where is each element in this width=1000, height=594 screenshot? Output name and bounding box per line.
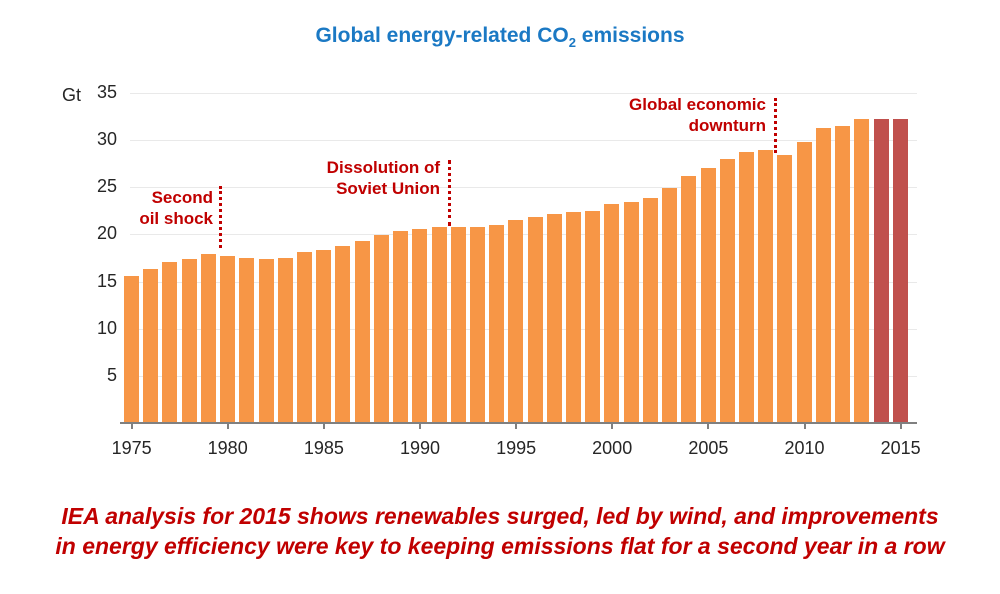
bar-1983 [277, 257, 293, 423]
bar-2007 [739, 151, 754, 423]
bar-1978 [181, 259, 197, 423]
bars-container [124, 83, 908, 423]
bar-1995 [508, 219, 524, 423]
x-axis-tick-label-1985: 1985 [303, 438, 344, 458]
y-axis-tick-label-25: 25 [96, 176, 117, 197]
bar-1986 [335, 246, 351, 423]
x-axis-line [120, 422, 917, 424]
y-axis-tick-label-30: 30 [96, 128, 117, 149]
caption: IEA analysis for 2015 shows renewables s… [0, 501, 1000, 561]
bar-1994 [489, 225, 505, 423]
bar-2003 [662, 187, 678, 423]
annotation-second-oil-shock: Second oil shock [88, 187, 213, 229]
x-axis-tick-label-2015: 2015 [880, 438, 921, 458]
annotation-second-oil-shock-line1: Second [151, 188, 213, 207]
bar-2013 [854, 119, 870, 423]
bar-1990 [412, 229, 428, 423]
caption-line-1: IEA analysis for 2015 shows renewables s… [61, 503, 939, 529]
y-axis-tick-label-15: 15 [96, 270, 117, 291]
x-axis-tick-2005 [707, 424, 710, 429]
annotation-economic-downturn-line2: downturn [688, 116, 766, 135]
gridline-20 [130, 234, 917, 236]
gridline-35 [130, 92, 917, 94]
bar-2009 [777, 155, 793, 423]
gridline-30 [130, 139, 917, 141]
bar-1985 [316, 249, 332, 423]
bar-1989 [393, 231, 409, 423]
x-axis-tick-2010 [803, 424, 806, 429]
y-axis-tick-label-5: 5 [106, 365, 117, 386]
annotation-economic-downturn-line1: Global economic [629, 95, 766, 114]
chart-title: Global energy-related CO2 emissions [0, 24, 1000, 50]
x-axis-tick-1990 [419, 424, 421, 429]
x-axis-tick-label-2010: 2010 [784, 438, 825, 458]
gridline-5 [130, 376, 917, 378]
bar-2012 [835, 126, 851, 423]
x-axis-tick-label-2005: 2005 [688, 438, 729, 458]
bar-1984 [296, 251, 312, 423]
x-axis-tick-2000 [611, 424, 614, 429]
chart-title-suffix: emissions [575, 24, 685, 47]
bar-2008 [758, 149, 774, 423]
x-axis-tick-1975 [130, 424, 133, 429]
bar-2004 [681, 176, 697, 423]
y-axis-tick-label-20: 20 [96, 223, 117, 244]
gridline-10 [130, 328, 917, 330]
gridline-25 [130, 187, 917, 189]
bar-2010 [796, 142, 812, 423]
x-axis-tick-1995 [515, 424, 518, 429]
bar-1991 [431, 227, 447, 423]
caption-line-2: in energy efficiency were key to keeping… [55, 533, 945, 559]
annotation-soviet-union: Dissolution of Soviet Union [270, 157, 440, 199]
x-axis-tick-label-2000: 2000 [592, 438, 633, 458]
bar-1976 [143, 268, 159, 423]
annotation-soviet-union-line2: Soviet Union [336, 179, 440, 198]
bar-1975 [124, 276, 139, 423]
y-axis-tick-label-10: 10 [96, 317, 117, 338]
chart-title-prefix: Global energy-related CO [315, 24, 569, 47]
bar-1997 [546, 214, 562, 423]
bar-1981 [239, 257, 255, 423]
annotation-second-oil-shock-dotted-line [219, 186, 222, 248]
bar-2002 [642, 197, 658, 423]
bar-1979 [200, 253, 216, 423]
bar-2015 [892, 118, 908, 423]
x-axis-tick-label-1980: 1980 [207, 438, 248, 458]
gridline-15 [130, 281, 917, 283]
bar-1999 [585, 211, 601, 423]
x-axis-tick-1985 [322, 424, 325, 429]
x-axis-tick-1980 [226, 424, 229, 429]
bar-1988 [373, 234, 389, 423]
bar-1977 [162, 262, 178, 423]
bar-2000 [604, 203, 620, 423]
bar-1980 [220, 255, 236, 423]
bar-2001 [623, 201, 639, 423]
annotation-second-oil-shock-line2: oil shock [139, 209, 213, 228]
bar-1987 [354, 240, 370, 423]
x-axis-tick-label-1975: 1975 [111, 438, 152, 458]
x-axis-tick-label-1995: 1995 [496, 438, 537, 458]
annotation-economic-downturn: Global economic downturn [576, 94, 766, 136]
bar-2011 [815, 127, 831, 423]
bar-1998 [566, 212, 582, 423]
annotation-economic-downturn-dotted-line [774, 98, 777, 153]
bar-1992 [450, 227, 466, 423]
y-axis-unit-label: Gt [62, 85, 82, 105]
x-axis-tick-2015 [899, 424, 902, 429]
annotation-soviet-union-line1: Dissolution of [326, 158, 440, 177]
x-axis-tick-label-1990: 1990 [399, 438, 441, 458]
bar-2006 [719, 159, 735, 423]
bar-2014 [873, 118, 889, 423]
annotation-soviet-union-dotted-line [448, 160, 451, 226]
bar-1982 [258, 259, 274, 423]
bar-2005 [700, 167, 716, 423]
y-axis-tick-label-35: 35 [96, 81, 117, 102]
bar-1993 [469, 227, 485, 423]
bar-1996 [527, 216, 543, 423]
chart-title-subscript: 2 [568, 35, 576, 51]
